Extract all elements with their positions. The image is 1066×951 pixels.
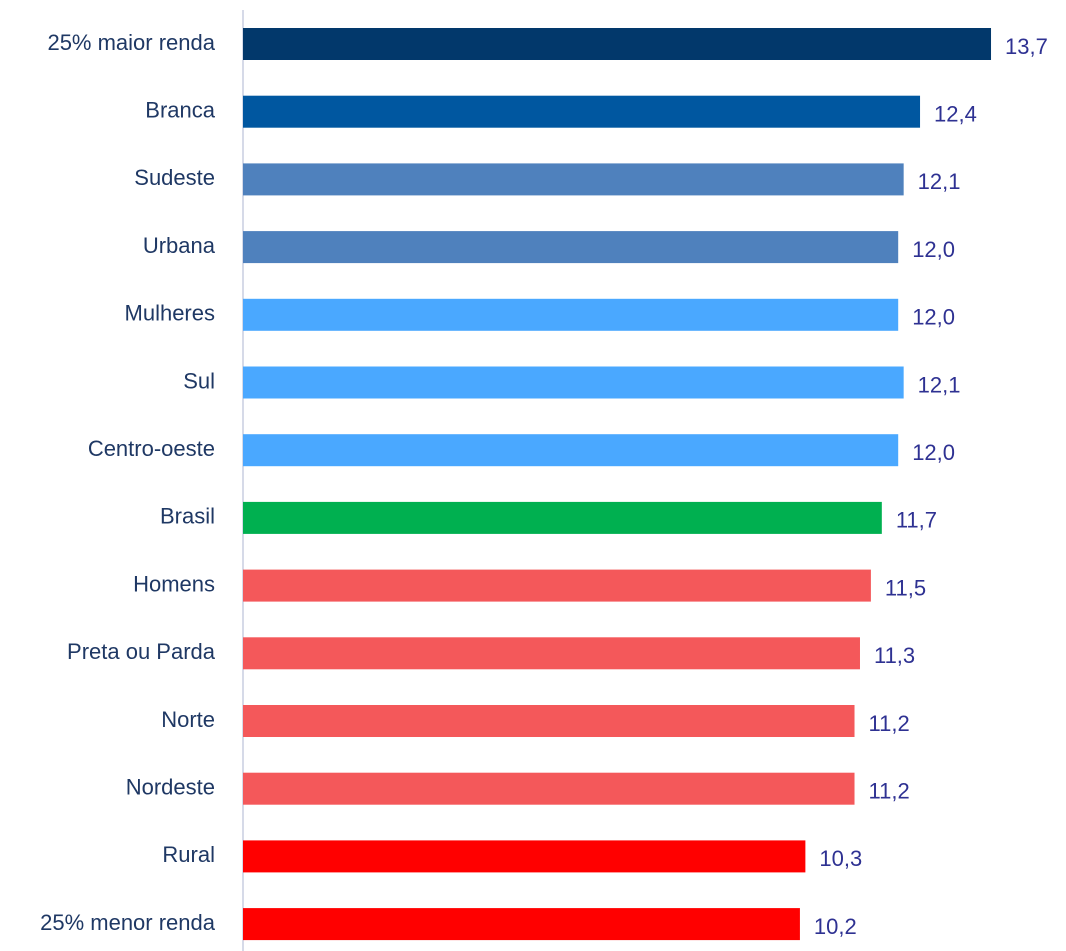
category-label: Preta ou Parda xyxy=(67,639,216,664)
value-label: 12,0 xyxy=(912,305,955,330)
category-label: Brasil xyxy=(160,504,215,529)
category-label: Sudeste xyxy=(134,165,215,190)
bar xyxy=(243,298,899,331)
category-label: Branca xyxy=(145,98,215,123)
category-label: 25% menor renda xyxy=(40,910,216,935)
value-label: 12,0 xyxy=(912,440,955,465)
category-label: Urbana xyxy=(143,233,216,258)
category-label: Sul xyxy=(183,368,215,393)
value-label: 11,2 xyxy=(869,779,910,804)
bar xyxy=(243,840,806,873)
bar xyxy=(243,908,800,941)
bar xyxy=(243,434,899,467)
value-label: 10,2 xyxy=(814,914,857,939)
value-label: 11,7 xyxy=(896,508,937,533)
bar xyxy=(243,231,899,264)
bar xyxy=(243,772,855,805)
value-label: 10,3 xyxy=(819,846,862,871)
bar xyxy=(243,366,904,399)
category-label: Rural xyxy=(162,842,215,867)
bar xyxy=(243,501,882,534)
category-label: Centro-oeste xyxy=(88,436,215,461)
category-label: Norte xyxy=(161,707,215,732)
bar xyxy=(243,95,921,128)
value-label: 12,0 xyxy=(912,237,955,262)
value-label: 13,7 xyxy=(1005,34,1048,59)
value-label: 12,4 xyxy=(934,102,977,127)
value-label: 12,1 xyxy=(918,169,961,194)
bar xyxy=(243,705,855,737)
category-label: Nordeste xyxy=(126,775,215,800)
bar xyxy=(243,28,992,60)
value-label: 12,1 xyxy=(918,372,961,397)
value-label: 11,3 xyxy=(874,643,915,668)
category-label: Homens xyxy=(133,571,215,596)
value-label: 11,2 xyxy=(869,711,910,736)
bar xyxy=(243,163,904,196)
category-label: Mulheres xyxy=(125,301,215,326)
bar xyxy=(243,637,860,670)
category-label: 25% maior renda xyxy=(47,30,215,55)
bar xyxy=(243,569,871,602)
value-label: 11,5 xyxy=(885,575,926,600)
